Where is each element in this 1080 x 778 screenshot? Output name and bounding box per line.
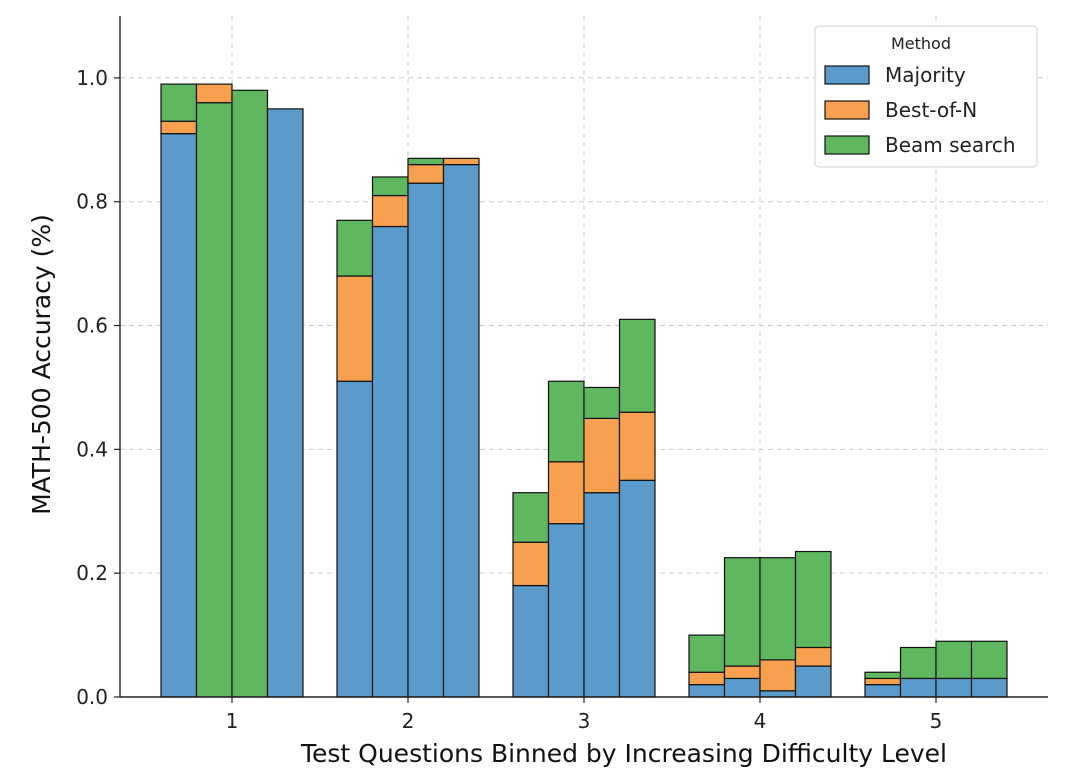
x-tick-label: 2 xyxy=(402,709,415,733)
y-tick-label: 0.4 xyxy=(76,437,108,461)
bar-segment-majority xyxy=(547,523,585,698)
bar-segment-beam-search xyxy=(794,550,832,649)
y-tick-label: 1.0 xyxy=(76,66,108,90)
bars xyxy=(160,83,1008,698)
legend-frame xyxy=(814,25,1038,168)
bar-segment-majority xyxy=(336,380,374,698)
bar-segment-majority xyxy=(759,690,797,698)
legend-entries: Majority Best-of-N Beam search xyxy=(824,63,1016,157)
legend-swatch xyxy=(824,65,870,85)
bar-segment-best-of-n xyxy=(160,120,198,135)
bar-segment-beam-search xyxy=(970,640,1008,680)
bar-segment-majority xyxy=(723,677,761,698)
y-axis-label: MATH-500 Accuracy (%) xyxy=(27,214,56,515)
bar-segment-beam-search xyxy=(547,380,585,463)
bar-segment-best-of-n xyxy=(195,83,233,104)
bar-segment-best-of-n xyxy=(794,646,832,667)
bar-segment-beam-search xyxy=(512,492,550,543)
bar-segment-best-of-n xyxy=(407,163,445,184)
bar-segment-majority xyxy=(442,163,480,698)
bar-segment-majority xyxy=(160,133,198,698)
y-tick-label: 0.0 xyxy=(76,685,108,709)
bar-segment-majority xyxy=(512,584,550,698)
bar-segment-beam-search xyxy=(723,557,761,667)
bar-segment-best-of-n xyxy=(583,417,621,494)
axes xyxy=(114,16,1048,703)
bar-segment-beam-search xyxy=(899,646,937,680)
bar-segment-beam-search xyxy=(231,89,269,698)
bar-segment-best-of-n xyxy=(512,541,550,587)
legend-swatch xyxy=(824,100,870,120)
bar-segment-majority xyxy=(618,479,656,698)
bar-segment-best-of-n xyxy=(723,665,761,680)
bar-segment-beam-search xyxy=(336,219,374,277)
bar-segment-beam-search xyxy=(195,102,233,698)
bar-segment-best-of-n xyxy=(759,659,797,692)
tick-labels: 0.0 0.2 0.4 0.6 0.8 1.0 1 2 3 4 5 xyxy=(76,66,942,733)
legend-label: Beam search xyxy=(885,133,1016,157)
bar-segment-beam-search xyxy=(618,318,656,413)
bar-segment-best-of-n xyxy=(371,194,409,228)
bar-segment-majority xyxy=(899,677,937,698)
legend: Method Majority Best-of-N Beam search xyxy=(814,25,1038,168)
bar-segment-majority xyxy=(371,225,409,698)
legend-label: Majority xyxy=(885,63,966,87)
x-tick-label: 4 xyxy=(754,709,767,733)
bar-segment-majority xyxy=(688,684,726,698)
bar-segment-beam-search xyxy=(864,671,902,680)
bar-segment-majority xyxy=(583,492,621,698)
x-axis-label: Test Questions Binned by Increasing Diff… xyxy=(300,739,947,768)
bar-segment-beam-search xyxy=(935,640,973,680)
bar-segment-beam-search xyxy=(371,176,409,197)
x-tick-label: 1 xyxy=(226,709,239,733)
x-tick-label: 3 xyxy=(578,709,591,733)
bar-segment-majority xyxy=(864,684,902,698)
bar-segment-majority xyxy=(970,677,1008,698)
bar-segment-majority xyxy=(935,677,973,698)
bar-segment-majority xyxy=(794,665,832,698)
bar-segment-beam-search xyxy=(160,83,198,122)
bar-segment-beam-search xyxy=(583,386,621,420)
bar-segment-majority xyxy=(266,108,304,698)
bar-segment-beam-search xyxy=(688,634,726,673)
bar-segment-beam-search xyxy=(759,557,797,661)
legend-label: Best-of-N xyxy=(885,98,977,122)
bar-segment-best-of-n xyxy=(864,677,902,686)
legend-swatch xyxy=(824,135,870,155)
y-tick-label: 0.6 xyxy=(76,314,108,338)
legend-title: Method xyxy=(891,34,951,53)
bar-segment-best-of-n xyxy=(442,157,480,166)
bar-segment-best-of-n xyxy=(618,411,656,481)
bar-segment-beam-search xyxy=(407,157,445,166)
bar-segment-best-of-n xyxy=(336,275,374,382)
bar-segment-majority xyxy=(407,182,445,698)
y-tick-label: 0.8 xyxy=(76,190,108,214)
bar-segment-best-of-n xyxy=(547,461,585,525)
y-tick-label: 0.2 xyxy=(76,561,108,585)
x-tick-label: 5 xyxy=(930,709,943,733)
bar-segment-best-of-n xyxy=(688,671,726,686)
